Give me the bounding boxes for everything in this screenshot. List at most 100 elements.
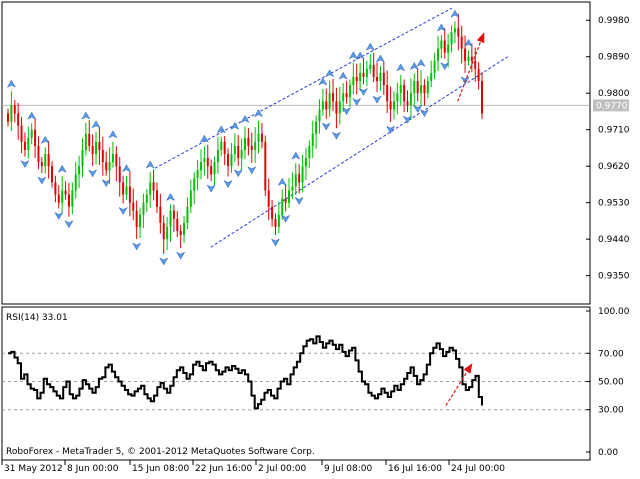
candle-body <box>179 231 182 236</box>
fractal-down-marker <box>281 214 291 223</box>
candle <box>291 172 294 199</box>
rsi-tick-label: 0.00 <box>598 448 618 458</box>
candle-body <box>27 137 30 150</box>
candle-body <box>40 162 43 167</box>
candle-body <box>250 145 253 150</box>
candle-body <box>474 60 477 69</box>
fractal-down-marker <box>321 122 331 131</box>
candle <box>61 176 64 213</box>
fractal-down-marker <box>352 97 362 106</box>
price-tick-label: 0.9800 <box>598 89 630 99</box>
candle-body <box>369 64 372 69</box>
candle <box>20 116 23 153</box>
candle <box>392 91 395 120</box>
fractal-up-marker <box>348 51 358 60</box>
candle <box>162 215 165 254</box>
fractal-down-marker <box>385 125 396 134</box>
candle-body <box>115 154 118 167</box>
candle <box>203 146 206 176</box>
fractal-up-marker <box>216 125 226 134</box>
fractal-down-marker <box>206 184 216 193</box>
candle <box>71 182 74 215</box>
candle-body <box>17 113 20 126</box>
candle-body <box>78 166 81 175</box>
candle <box>315 115 318 149</box>
candle <box>470 43 473 73</box>
candle-body <box>159 206 162 223</box>
candle <box>321 88 324 116</box>
candle-body <box>132 202 135 211</box>
fractal-down-marker <box>37 176 47 185</box>
candle-body <box>240 149 243 159</box>
price-tick-label: 0.9890 <box>598 53 630 63</box>
fractal-up-marker <box>6 79 17 88</box>
fractal-down-marker <box>118 206 128 216</box>
candle-body <box>470 56 473 61</box>
candle-body <box>294 174 297 187</box>
candle <box>450 25 453 53</box>
candle <box>247 127 250 156</box>
x-tick-label: 16 Jul 16:00 <box>388 464 442 474</box>
candle <box>179 224 182 249</box>
candle-body <box>362 72 365 77</box>
candle-body <box>325 101 328 110</box>
candle-body <box>169 210 172 227</box>
candle-body <box>420 85 423 94</box>
candle <box>105 151 108 176</box>
x-axis: 31 May 2012 8 Jun 00:00 15 Jun 08:00 22 Jun… <box>1 460 505 474</box>
candle <box>294 163 297 196</box>
trendlines <box>154 7 508 248</box>
candle-body <box>301 166 304 183</box>
candle-body <box>332 93 335 102</box>
candle <box>423 79 426 106</box>
candle <box>416 68 419 102</box>
candle <box>37 136 40 170</box>
candle-body <box>166 226 169 240</box>
current-price-label: 0.9770 <box>593 99 629 112</box>
candle-body <box>244 137 246 150</box>
candle <box>271 199 274 227</box>
candle <box>433 52 436 80</box>
candle-body <box>105 162 108 171</box>
candle-body <box>467 56 470 61</box>
candle <box>274 213 277 235</box>
candle-body <box>365 68 368 77</box>
candle-body <box>230 154 233 167</box>
candle <box>284 184 287 212</box>
candle-body <box>355 76 358 82</box>
candle-body <box>172 210 175 219</box>
fractal-up-marker <box>121 164 132 173</box>
candle <box>108 147 111 185</box>
candle <box>210 159 213 182</box>
candle-body <box>183 222 186 236</box>
candle-body <box>379 72 382 82</box>
candle <box>128 171 131 217</box>
candle <box>318 99 321 134</box>
candle-body <box>376 76 379 82</box>
fractal-up-marker <box>40 135 50 144</box>
candle <box>54 175 57 203</box>
candle <box>193 172 196 205</box>
candle-body <box>413 81 416 94</box>
candle <box>13 99 16 123</box>
x-tick-label: 24 Jul 00:00 <box>451 464 505 474</box>
price-tick-label: 0.9620 <box>598 162 630 172</box>
candle-body <box>210 166 213 175</box>
candle <box>230 143 233 173</box>
fractal-down-marker <box>331 131 342 140</box>
candle <box>328 80 331 117</box>
rsi-series-line <box>8 335 483 410</box>
candle-body <box>399 85 402 94</box>
candle-body <box>37 145 40 163</box>
price-tick-label: 0.9440 <box>598 235 630 245</box>
candle-body <box>108 162 111 171</box>
candle <box>338 86 341 125</box>
candle <box>240 138 243 171</box>
candle-body <box>135 210 138 227</box>
candle-body <box>91 145 94 155</box>
candle <box>288 178 291 209</box>
candle-body <box>54 182 57 195</box>
price-tick-label: 0.9710 <box>598 126 630 136</box>
candle-body <box>281 198 284 215</box>
candle <box>152 169 155 201</box>
